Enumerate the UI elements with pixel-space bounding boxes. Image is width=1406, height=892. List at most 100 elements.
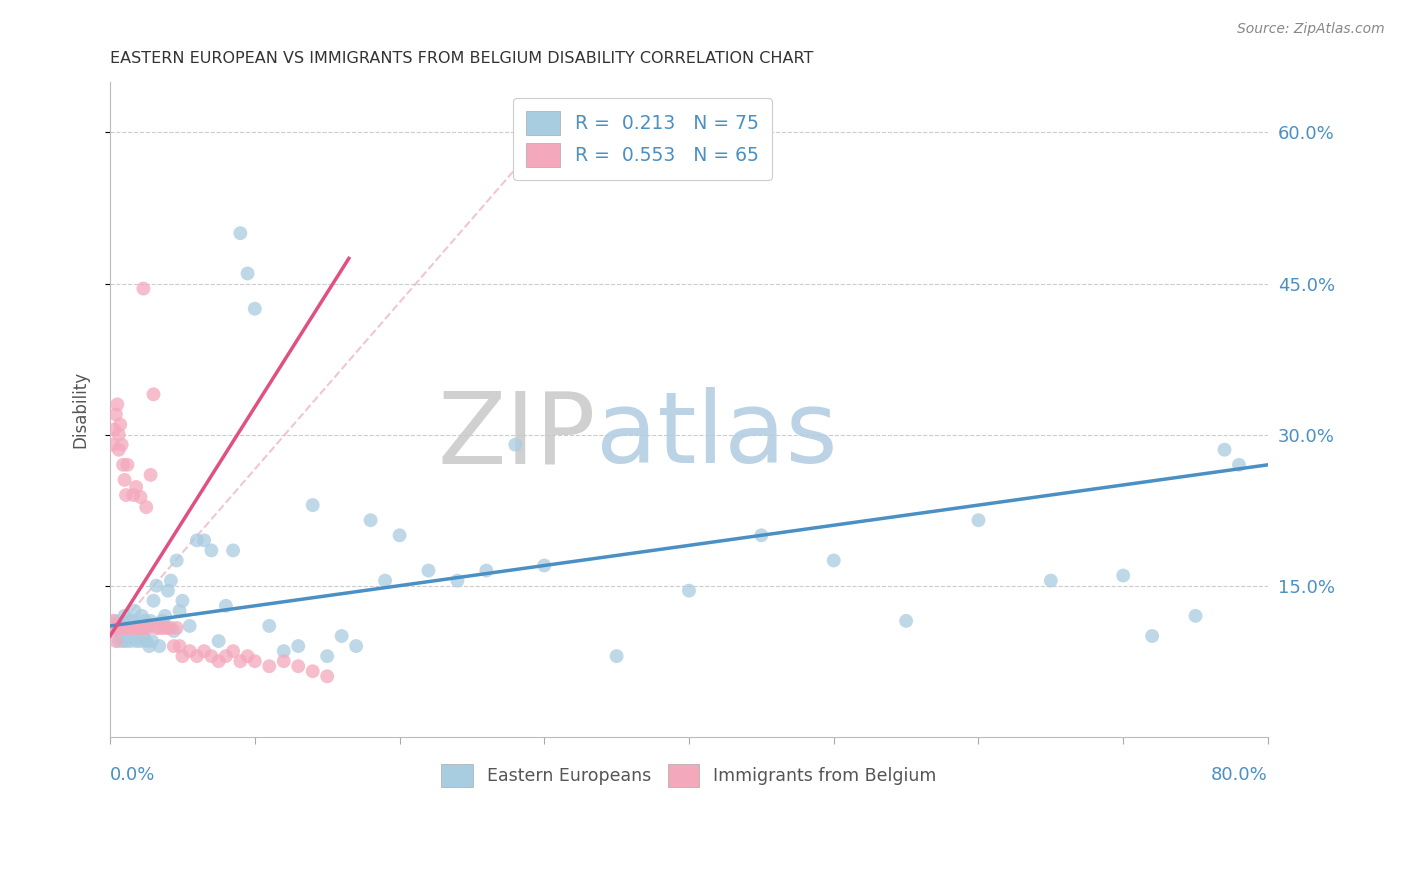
Point — [186, 649, 208, 664]
Point — [153, 608, 176, 623]
Point — [150, 614, 173, 628]
Point — [301, 498, 323, 512]
Point — [222, 644, 245, 658]
Text: 0.0%: 0.0% — [110, 766, 156, 784]
Point — [156, 583, 179, 598]
Point — [169, 604, 191, 618]
Point — [139, 467, 162, 482]
Point — [127, 621, 149, 635]
Point — [141, 634, 163, 648]
Point — [122, 614, 145, 628]
Point — [1184, 608, 1206, 623]
Point — [125, 480, 148, 494]
Point — [166, 553, 188, 567]
Point — [117, 624, 139, 638]
Point — [111, 621, 134, 635]
Point — [101, 614, 124, 628]
Point — [207, 654, 229, 668]
Point — [117, 621, 139, 635]
Point — [112, 458, 135, 472]
Point — [236, 267, 259, 281]
Point — [121, 621, 143, 635]
Point — [114, 608, 136, 623]
Point — [134, 621, 156, 635]
Point — [104, 634, 127, 648]
Point — [153, 621, 176, 635]
Point — [751, 528, 773, 542]
Point — [107, 442, 129, 457]
Point — [360, 513, 382, 527]
Text: atlas: atlas — [596, 387, 838, 484]
Point — [142, 387, 165, 401]
Point — [160, 621, 183, 635]
Point — [215, 649, 238, 664]
Point — [222, 543, 245, 558]
Point — [105, 397, 128, 411]
Point — [330, 629, 353, 643]
Point — [108, 621, 131, 635]
Point — [112, 634, 135, 648]
Point — [128, 621, 150, 635]
Point — [100, 621, 122, 635]
Point — [131, 621, 153, 635]
Point — [823, 553, 845, 567]
Point — [446, 574, 468, 588]
Point — [1227, 458, 1250, 472]
Point — [316, 669, 339, 683]
Point — [129, 634, 152, 648]
Text: 80.0%: 80.0% — [1211, 766, 1268, 784]
Point — [156, 621, 179, 635]
Point — [145, 621, 167, 635]
Point — [172, 649, 194, 664]
Point — [160, 574, 183, 588]
Text: ZIP: ZIP — [439, 387, 596, 484]
Point — [301, 665, 323, 679]
Point — [1140, 629, 1163, 643]
Point — [287, 639, 309, 653]
Point — [135, 634, 157, 648]
Point — [186, 533, 208, 548]
Point — [139, 614, 162, 628]
Point — [136, 621, 159, 635]
Point — [145, 579, 167, 593]
Text: Source: ZipAtlas.com: Source: ZipAtlas.com — [1237, 22, 1385, 37]
Point — [127, 619, 149, 633]
Point — [215, 599, 238, 613]
Point — [1039, 574, 1062, 588]
Point — [103, 423, 125, 437]
Point — [124, 621, 146, 635]
Point — [107, 427, 129, 442]
Point — [112, 621, 135, 635]
Point — [505, 438, 527, 452]
Point — [236, 649, 259, 664]
Point — [166, 621, 188, 635]
Point — [124, 604, 146, 618]
Point — [193, 644, 215, 658]
Point — [103, 619, 125, 633]
Point — [118, 614, 141, 628]
Point — [132, 629, 155, 643]
Point — [606, 649, 628, 664]
Point — [117, 458, 139, 472]
Point — [169, 639, 191, 653]
Point — [148, 621, 170, 635]
Point — [533, 558, 555, 573]
Point — [115, 488, 138, 502]
Point — [388, 528, 411, 542]
Point — [179, 619, 201, 633]
Point — [103, 621, 125, 635]
Point — [243, 654, 266, 668]
Point — [105, 621, 128, 635]
Point — [273, 644, 295, 658]
Legend: Eastern Europeans, Immigrants from Belgium: Eastern Europeans, Immigrants from Belgi… — [434, 757, 943, 794]
Point — [128, 624, 150, 638]
Point — [114, 621, 136, 635]
Point — [287, 659, 309, 673]
Point — [104, 408, 127, 422]
Point — [101, 438, 124, 452]
Point — [111, 438, 134, 452]
Point — [475, 564, 498, 578]
Point — [193, 533, 215, 548]
Point — [894, 614, 917, 628]
Point — [142, 594, 165, 608]
